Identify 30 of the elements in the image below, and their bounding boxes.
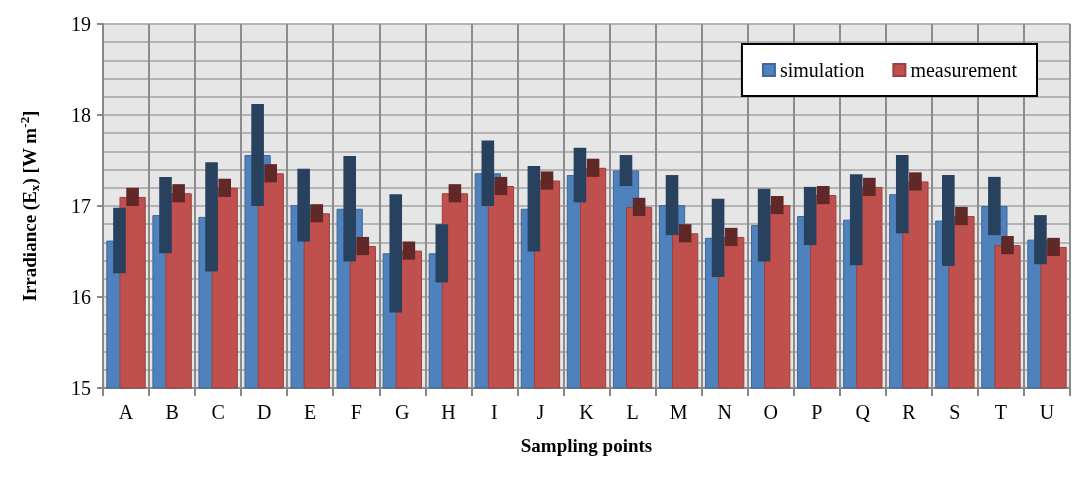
x-tick-label: D [256,401,272,423]
x-tick-label: F [350,401,362,423]
x-tick-label: E [304,401,317,423]
y-tick-label: 16 [71,286,91,308]
x-tick-label: O [763,401,778,423]
x-tick-label: G [395,401,410,423]
legend-label: measurement [910,59,1018,81]
legend-label: simulation [779,59,865,81]
x-tick-label: H [441,401,456,423]
x-tick-label: S [949,401,961,423]
x-tick-label: C [211,401,225,423]
x-tick-label: R [902,401,917,423]
y-axis-title: Irradiance (Ex) [W m-2] [17,110,42,302]
x-tick-label: K [579,401,595,423]
x-tick-label: L [626,401,639,423]
x-axis-title: Sampling points [520,435,653,456]
x-tick-label: U [1039,401,1055,423]
x-tick-label: B [165,401,179,423]
x-tick-label: T [994,401,1008,423]
y-tick-label: 18 [71,104,91,126]
y-tick-label: 19 [71,13,91,35]
x-tick-label: J [536,401,545,423]
y-tick-label: 15 [71,377,91,399]
x-tick-label: A [118,401,134,423]
y-tick-label: 17 [71,195,91,217]
x-tick-label: N [717,401,732,423]
x-tick-label: P [811,401,823,423]
x-tick-label: Q [855,401,871,423]
x-tick-label: M [669,401,688,423]
x-tick-label: I [491,401,498,423]
